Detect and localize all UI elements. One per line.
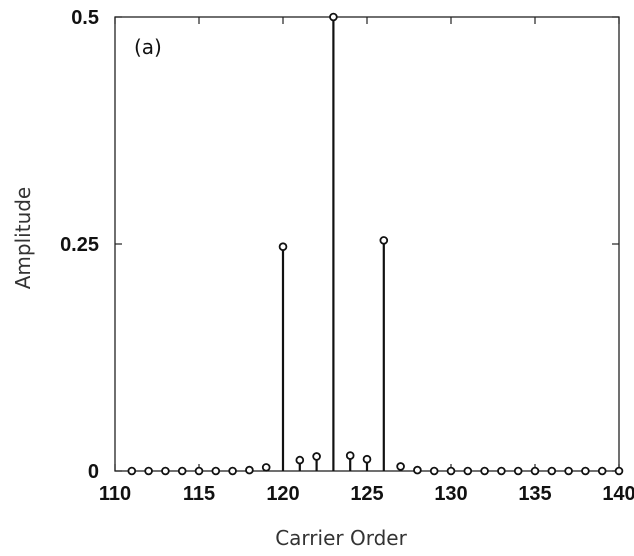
stem-marker — [581, 466, 590, 476]
stem-marker — [194, 466, 204, 476]
x-axis-title: Carrier Order — [275, 526, 407, 550]
y-axis-title: Amplitude — [11, 187, 35, 290]
stem-marker — [413, 465, 422, 475]
x-tick-label: 120 — [266, 483, 299, 505]
stem-marker — [547, 466, 557, 476]
stem-marker — [278, 242, 288, 252]
panel-label: (a) — [134, 35, 162, 59]
y-tick-label: 0.25 — [60, 234, 99, 256]
stem-marker — [530, 466, 540, 476]
stem-marker — [211, 466, 221, 476]
stem-marker — [497, 466, 506, 476]
stem-marker — [329, 12, 338, 22]
stem-marker — [396, 462, 405, 471]
y-tick-label: 0.5 — [71, 7, 99, 29]
stem-marker — [127, 466, 137, 476]
stem-marker — [513, 466, 523, 476]
stem-marker — [564, 466, 573, 476]
stem-marker — [144, 466, 153, 476]
stem-marker — [480, 466, 489, 476]
x-tick-label: 115 — [183, 483, 215, 505]
stem-marker — [446, 466, 456, 476]
stem-marker — [362, 454, 372, 464]
stem-marker — [261, 463, 271, 472]
stem-marker — [429, 466, 439, 476]
stem-marker — [463, 466, 473, 476]
x-tick-label: 130 — [434, 483, 467, 505]
x-tick-label: 135 — [518, 483, 551, 505]
y-tick-label: 0 — [88, 461, 99, 483]
stem-marker — [379, 236, 389, 245]
x-tick-label: 140 — [602, 483, 634, 505]
plot-frame — [114, 16, 620, 472]
stem-marker — [177, 466, 187, 476]
stem-marker — [245, 465, 254, 475]
x-tick-label: 125 — [350, 483, 383, 505]
stem-marker — [161, 466, 170, 476]
stem-marker — [312, 452, 321, 461]
stem-marker — [228, 466, 237, 476]
stem-marker — [345, 451, 355, 460]
x-tick-label: 110 — [99, 483, 131, 505]
stem-marker — [295, 455, 305, 465]
stem-marker — [597, 466, 607, 476]
stem-marker — [614, 466, 624, 476]
